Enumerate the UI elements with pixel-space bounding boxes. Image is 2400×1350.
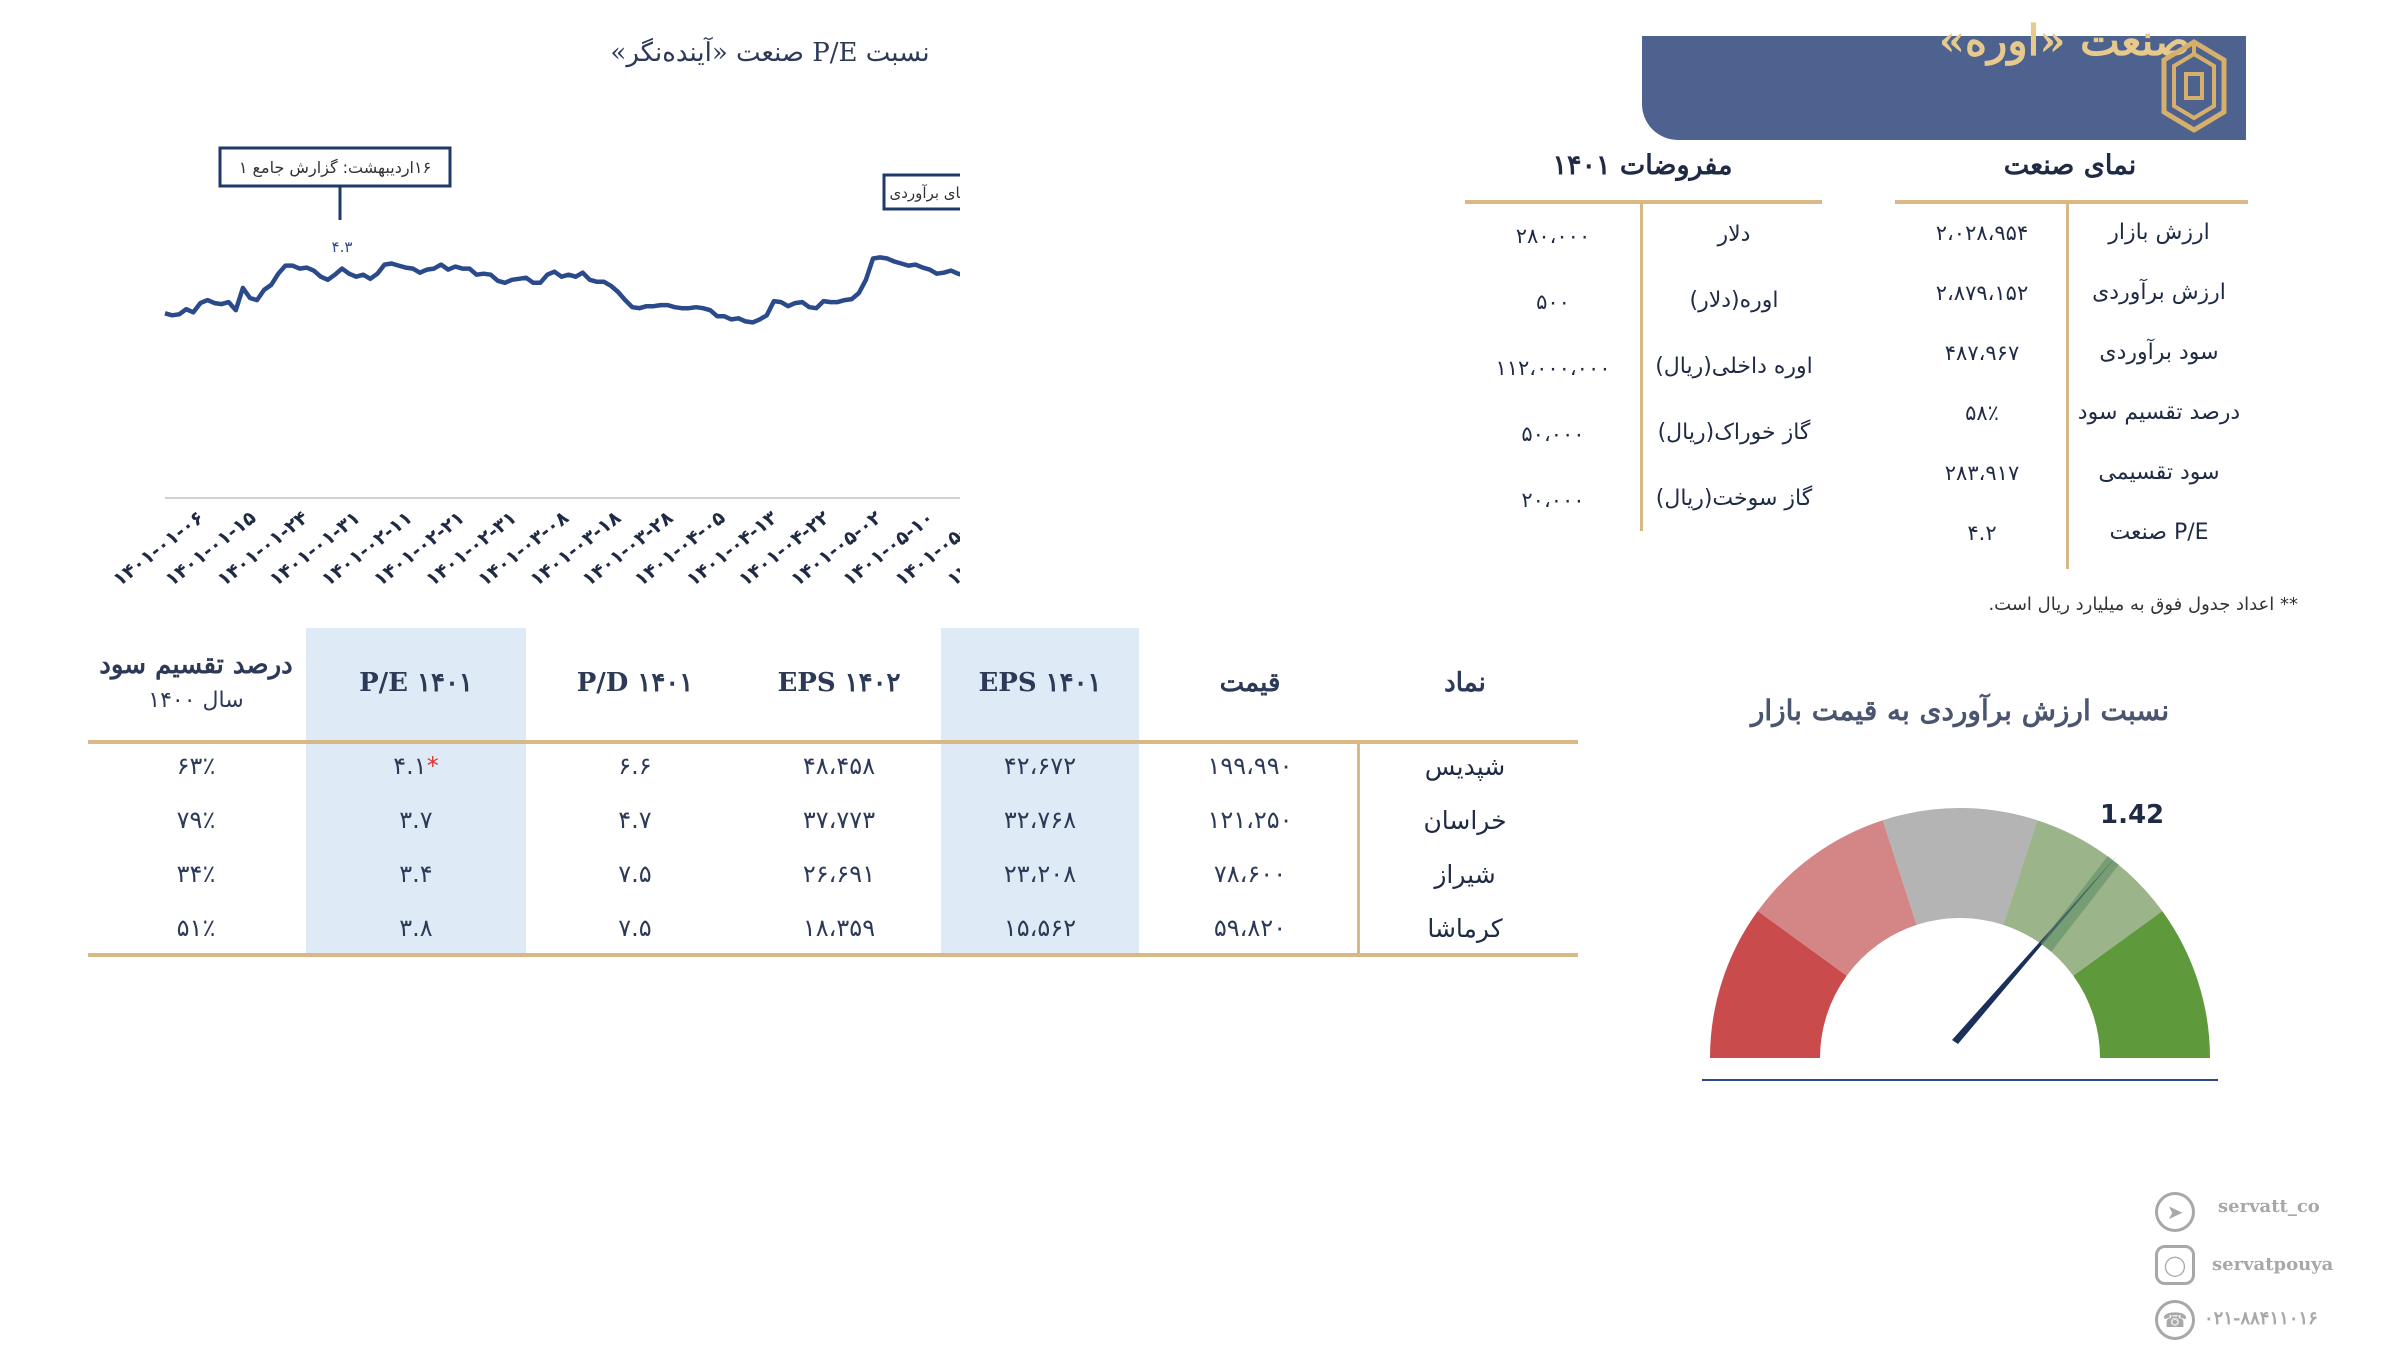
assumptions-title: مفروضات ۱۴۰۱ — [1552, 150, 1733, 181]
industry-row-label: ارزش بازار — [2108, 220, 2210, 245]
assumption-row-label: اوره(دلار) — [1689, 288, 1779, 313]
pe-footnote-mark: * — [426, 752, 439, 780]
assumption-row-value: ۵۰،۰۰۰ — [1521, 422, 1585, 446]
gauge-value-label: 1.42 — [2100, 800, 2165, 830]
telegram-handle[interactable]: servatt_co — [2218, 1196, 2320, 1217]
industry-view-divider — [1895, 200, 2248, 204]
cell-payout: ۵۱٪ — [176, 914, 216, 942]
industry-row-value: ۴۸۷،۹۶۷ — [1944, 341, 2020, 365]
cell-pd1401: ۴.۷ — [618, 806, 652, 834]
company-logo-icon — [2161, 39, 2227, 133]
footnote: ** اعداد جدول فوق به میلیارد ریال است. — [1988, 594, 2298, 615]
phone-icon[interactable]: ☎ — [2155, 1300, 2195, 1340]
pe-line-chart: ۲۳۴۵۶۱۴۰۱-۰۱-۰۶۱۴۰۱-۰۱-۱۵۱۴۰۱-۰۱-۲۴۱۴۰۱-… — [109, 146, 960, 591]
col-header-payout-year: سال ۱۴۰۰ — [148, 688, 244, 713]
phone-number[interactable]: ۰۲۱-۸۸۴۱۱۰۱۶ — [2204, 1308, 2318, 1329]
industry-row-value: ۲،۸۷۹،۱۵۲ — [1935, 281, 2029, 305]
cell-pe1401: ۴.۱* — [306, 752, 526, 780]
cell-eps1401: ۲۳،۲۰۸ — [1003, 860, 1077, 888]
cell-pd1401: ۷.۵ — [618, 860, 652, 888]
industry-view-title: نمای صنعت — [2003, 150, 2137, 181]
cell-pd1401: ۷.۵ — [618, 914, 652, 942]
industry-row-label: درصد تقسیم سود — [2077, 400, 2241, 425]
cell-pe1401: ۳.۷ — [399, 806, 433, 834]
industry-row-label: P/E صنعت — [2109, 520, 2209, 545]
industry-row-value: ۲،۰۲۸،۹۵۴ — [1935, 221, 2029, 245]
cell-name: خراسان — [1423, 806, 1507, 835]
assumptions-divider — [1465, 200, 1822, 204]
industry-row-value: ۵۸٪ — [1965, 401, 1999, 425]
cell-name: شیراز — [1434, 860, 1496, 889]
cell-pe1401-value: ۴.۱ — [393, 752, 427, 780]
eps1401-column-highlight — [941, 628, 1139, 953]
cell-pe1401: ۳.۸ — [399, 914, 433, 942]
cell-eps1402: ۲۶،۶۹۱ — [802, 860, 876, 888]
col-header-pd1401: P/D ۱۴۰۱ — [576, 668, 694, 698]
annotation-box — [218, 146, 452, 188]
gauge-segment — [1710, 911, 1847, 1058]
gauge-title: نسبت ارزش برآوردی به قیمت بازار — [1750, 694, 2170, 727]
table-name-column-line — [1357, 742, 1360, 955]
table-header-divider — [88, 740, 1578, 744]
assumption-row-label: گاز سوخت(ریال) — [1655, 486, 1813, 511]
cell-price: ۱۲۱،۲۵۰ — [1207, 806, 1293, 834]
pe1401-column-highlight — [306, 628, 526, 953]
col-header-price: قیمت — [1219, 668, 1281, 698]
cell-payout: ۳۴٪ — [176, 860, 216, 888]
industry-row-label: سود برآوردی — [2099, 340, 2219, 365]
gauge-segment — [1882, 808, 2038, 925]
assumption-row-value: ۵۰۰ — [1536, 290, 1570, 314]
instagram-handle[interactable]: servatpouya — [2212, 1254, 2334, 1275]
industry-view-column-line — [2066, 203, 2069, 569]
table-bottom-line — [88, 953, 1578, 957]
cell-eps1402: ۴۸،۴۵۸ — [802, 752, 876, 780]
cell-price: ۷۸،۶۰۰ — [1213, 860, 1287, 888]
cell-price: ۵۹،۸۲۰ — [1213, 914, 1287, 942]
cell-pd1401: ۶.۶ — [618, 752, 652, 780]
col-header-eps1402: EPS ۱۴۰۲ — [777, 668, 901, 698]
cell-price: ۱۹۹،۹۹۰ — [1207, 752, 1293, 780]
assumption-row-label: گاز خوراک(ریال) — [1657, 420, 1811, 445]
cell-payout: ۷۹٪ — [176, 806, 216, 834]
series-line — [164, 255, 960, 325]
annotation-text: ۱۶اردیبهشت: گزارش جامع ۱ — [239, 158, 431, 178]
cell-payout: ۶۳٪ — [176, 752, 216, 780]
assumption-row-value: ۲۰،۰۰۰ — [1521, 488, 1585, 512]
annotation-value-label: ۴.۳ — [332, 238, 353, 256]
industry-row-value: ۴.۲ — [1967, 521, 1997, 545]
col-header-eps1401: EPS ۱۴۰۱ — [978, 668, 1102, 698]
cell-name: شپدیس — [1424, 752, 1506, 781]
col-header-pe1401: P/E ۱۴۰۱ — [359, 668, 473, 698]
page-title: صنعت «اوره» — [1938, 16, 2190, 65]
annotation-box — [882, 173, 960, 211]
assumption-row-value: ۱۱۲،۰۰۰،۰۰۰ — [1495, 356, 1611, 380]
cell-pe1401: ۳.۴ — [399, 860, 433, 888]
gauge-value-band — [2040, 856, 2119, 952]
cell-eps1401: ۴۲،۶۷۲ — [1003, 752, 1077, 780]
industry-row-label: ارزش برآوردی — [2092, 280, 2226, 305]
gauge-segment — [2073, 911, 2210, 1058]
cell-eps1401: ۳۲،۷۶۸ — [1003, 806, 1077, 834]
chart-title: نسبت P/E صنعت «آینده‌نگر» — [610, 38, 930, 68]
gauge-segment — [1757, 820, 1917, 976]
assumption-row-label: دلار — [1717, 222, 1751, 247]
assumptions-column-line — [1640, 203, 1643, 531]
assumption-row-value: ۲۸۰،۰۰۰ — [1515, 224, 1591, 248]
industry-row-label: سود تقسیمی — [2098, 460, 2220, 485]
valuation-gauge — [1702, 808, 2218, 1081]
annotation-text: مقطع بروزرسانی سودهای برآوردی — [890, 184, 960, 202]
col-header-name: نماد — [1444, 668, 1486, 698]
instagram-icon[interactable]: ◯ — [2155, 1245, 2195, 1285]
header-banner — [1642, 36, 2246, 140]
cell-eps1402: ۳۷،۷۷۳ — [802, 806, 876, 834]
cell-eps1402: ۱۸،۳۵۹ — [802, 914, 876, 942]
industry-row-value: ۲۸۳،۹۱۷ — [1944, 461, 2020, 485]
cell-eps1401: ۱۵،۵۶۲ — [1003, 914, 1077, 942]
assumption-row-label: اوره داخلی(ریال) — [1655, 354, 1813, 379]
col-header-payout: درصد تقسیم سود — [99, 650, 293, 680]
telegram-icon[interactable]: ➤ — [2155, 1192, 2195, 1232]
cell-name: کرماشا — [1427, 914, 1503, 943]
